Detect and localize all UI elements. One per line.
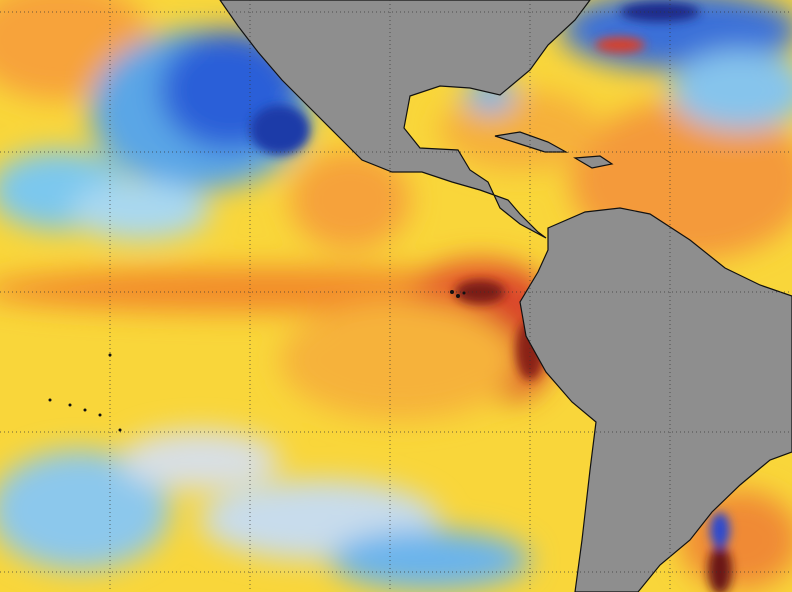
island bbox=[98, 413, 102, 417]
islands bbox=[48, 290, 466, 432]
land bbox=[219, 0, 792, 592]
island bbox=[118, 428, 122, 432]
island bbox=[108, 353, 112, 357]
south-america bbox=[519, 207, 792, 592]
cuba bbox=[494, 131, 569, 153]
island bbox=[450, 290, 454, 294]
island bbox=[48, 398, 52, 402]
island bbox=[456, 294, 460, 298]
north-america bbox=[219, 0, 591, 239]
island bbox=[83, 408, 87, 412]
island bbox=[68, 403, 72, 407]
island bbox=[462, 291, 466, 295]
hispaniola bbox=[573, 155, 614, 169]
